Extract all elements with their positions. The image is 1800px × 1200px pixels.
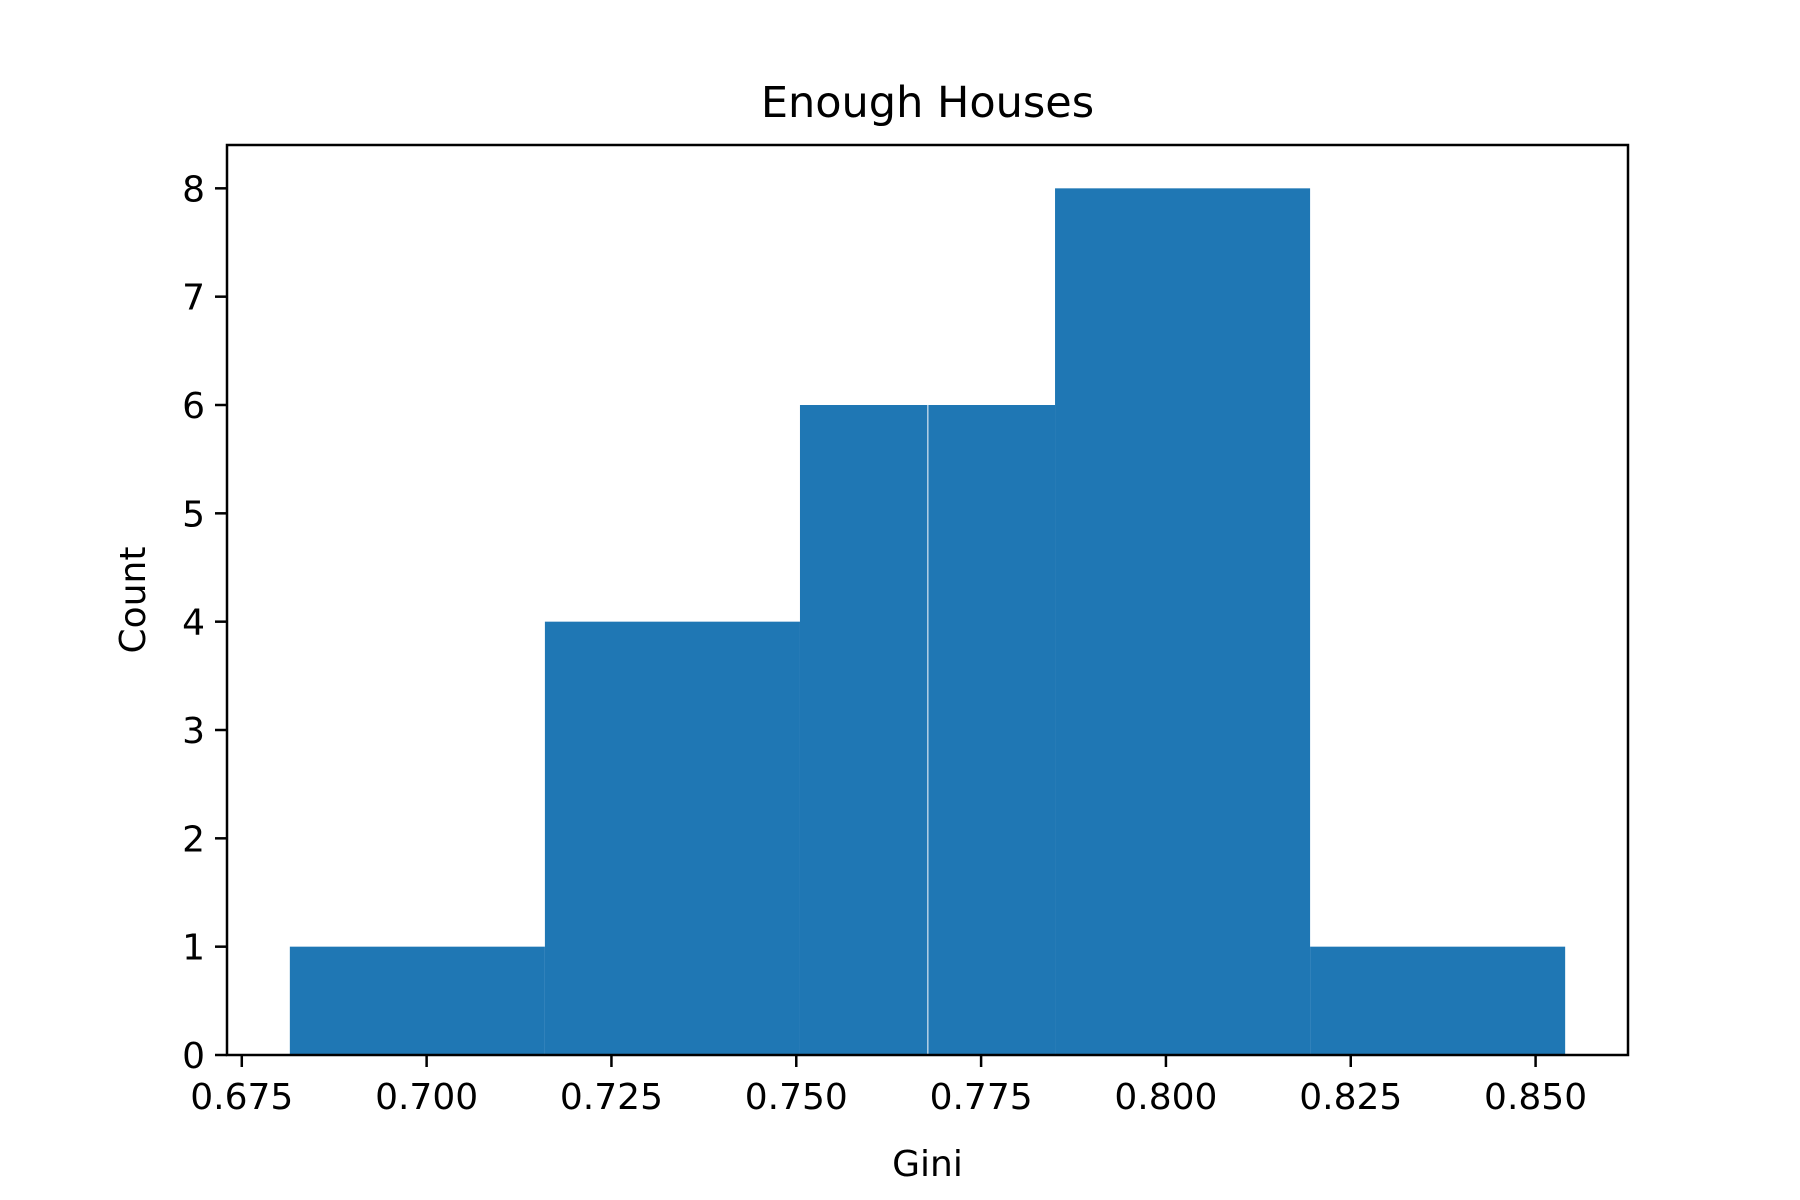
x-tick-label: 0.850 [1484, 1077, 1587, 1118]
x-axis-label: Gini [892, 1144, 963, 1185]
x-tick-label: 0.775 [930, 1077, 1033, 1118]
y-tick-label: 5 [182, 494, 205, 535]
histogram-bar-2 [544, 621, 800, 1055]
histogram-bar-4 [927, 405, 1056, 1055]
x-tick-label: 0.825 [1299, 1077, 1402, 1118]
y-tick-label: 4 [182, 603, 205, 644]
x-tick-label: 0.675 [190, 1077, 293, 1118]
y-tick-label: 8 [182, 169, 205, 210]
y-tick-label: 1 [182, 928, 205, 969]
y-axis: 0 1 2 3 4 5 6 7 8 [182, 169, 227, 1077]
x-tick-label: 0.750 [745, 1077, 848, 1118]
x-axis: 0.675 0.700 0.725 0.750 0.775 0.800 0.825 0.850 [190, 1055, 1587, 1118]
histogram-bar-5 [1055, 188, 1311, 1056]
bars-group [289, 188, 1566, 1056]
y-tick-label: 3 [182, 711, 205, 752]
y-axis-label: Count [113, 547, 154, 654]
y-tick-label: 2 [182, 819, 205, 860]
y-tick-label: 7 [182, 278, 205, 319]
x-tick-label: 0.700 [375, 1077, 478, 1118]
plot-frame [225, 143, 1630, 1057]
y-tick-label: 6 [182, 386, 205, 427]
histogram-bar-1 [289, 946, 545, 1055]
chart-title: Enough Houses [761, 78, 1094, 128]
x-tick-label: 0.800 [1114, 1077, 1217, 1118]
histogram-bar-6 [1310, 946, 1566, 1055]
histogram-bar-3 [799, 405, 928, 1055]
x-tick-label: 0.725 [560, 1077, 663, 1118]
y-tick-label: 0 [182, 1036, 205, 1077]
